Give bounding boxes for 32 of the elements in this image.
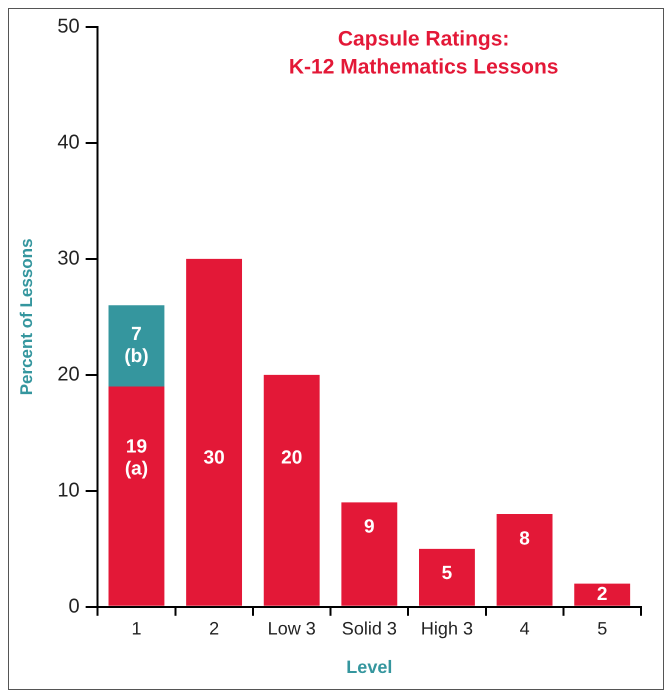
- bar: [496, 514, 553, 606]
- x-tick-label: 4: [520, 618, 530, 639]
- y-tick-label: 20: [57, 363, 80, 386]
- x-tick-label: Low 3: [268, 618, 316, 639]
- bar: [574, 584, 630, 606]
- x-tick-label: 5: [597, 618, 608, 639]
- bar: [264, 374, 320, 606]
- bar: [419, 548, 475, 606]
- data-label: 7 (b): [124, 324, 149, 368]
- y-tick-label: 30: [57, 247, 80, 270]
- bar: [108, 305, 164, 386]
- data-label: 5: [442, 563, 453, 584]
- x-axis-title: Level: [346, 657, 392, 678]
- x-tick-label: High 3: [420, 618, 473, 639]
- bar: [186, 258, 242, 606]
- x-tick-label: Solid 3: [342, 618, 397, 639]
- text: Capsule Ratings: K-12 Mathematics Lessons: [288, 27, 558, 78]
- x-tick-label: 2: [209, 618, 220, 639]
- y-axis-title: Percent of Lessons: [16, 238, 36, 396]
- data-label: 9: [364, 516, 375, 538]
- data-label: 19 (a): [124, 436, 148, 480]
- x-tick-label: 1: [131, 618, 142, 639]
- y-tick-label: 40: [57, 131, 80, 154]
- y-tick-label: 0: [68, 595, 80, 618]
- data-label: 8: [519, 528, 530, 550]
- bar: [108, 386, 164, 606]
- data-label: 20: [281, 448, 302, 469]
- y-tick-label: 10: [57, 479, 80, 502]
- bar: [341, 502, 398, 606]
- data-label: 2: [596, 584, 608, 605]
- data-label: 30: [204, 448, 225, 469]
- y-tick-label: 50: [57, 16, 80, 38]
